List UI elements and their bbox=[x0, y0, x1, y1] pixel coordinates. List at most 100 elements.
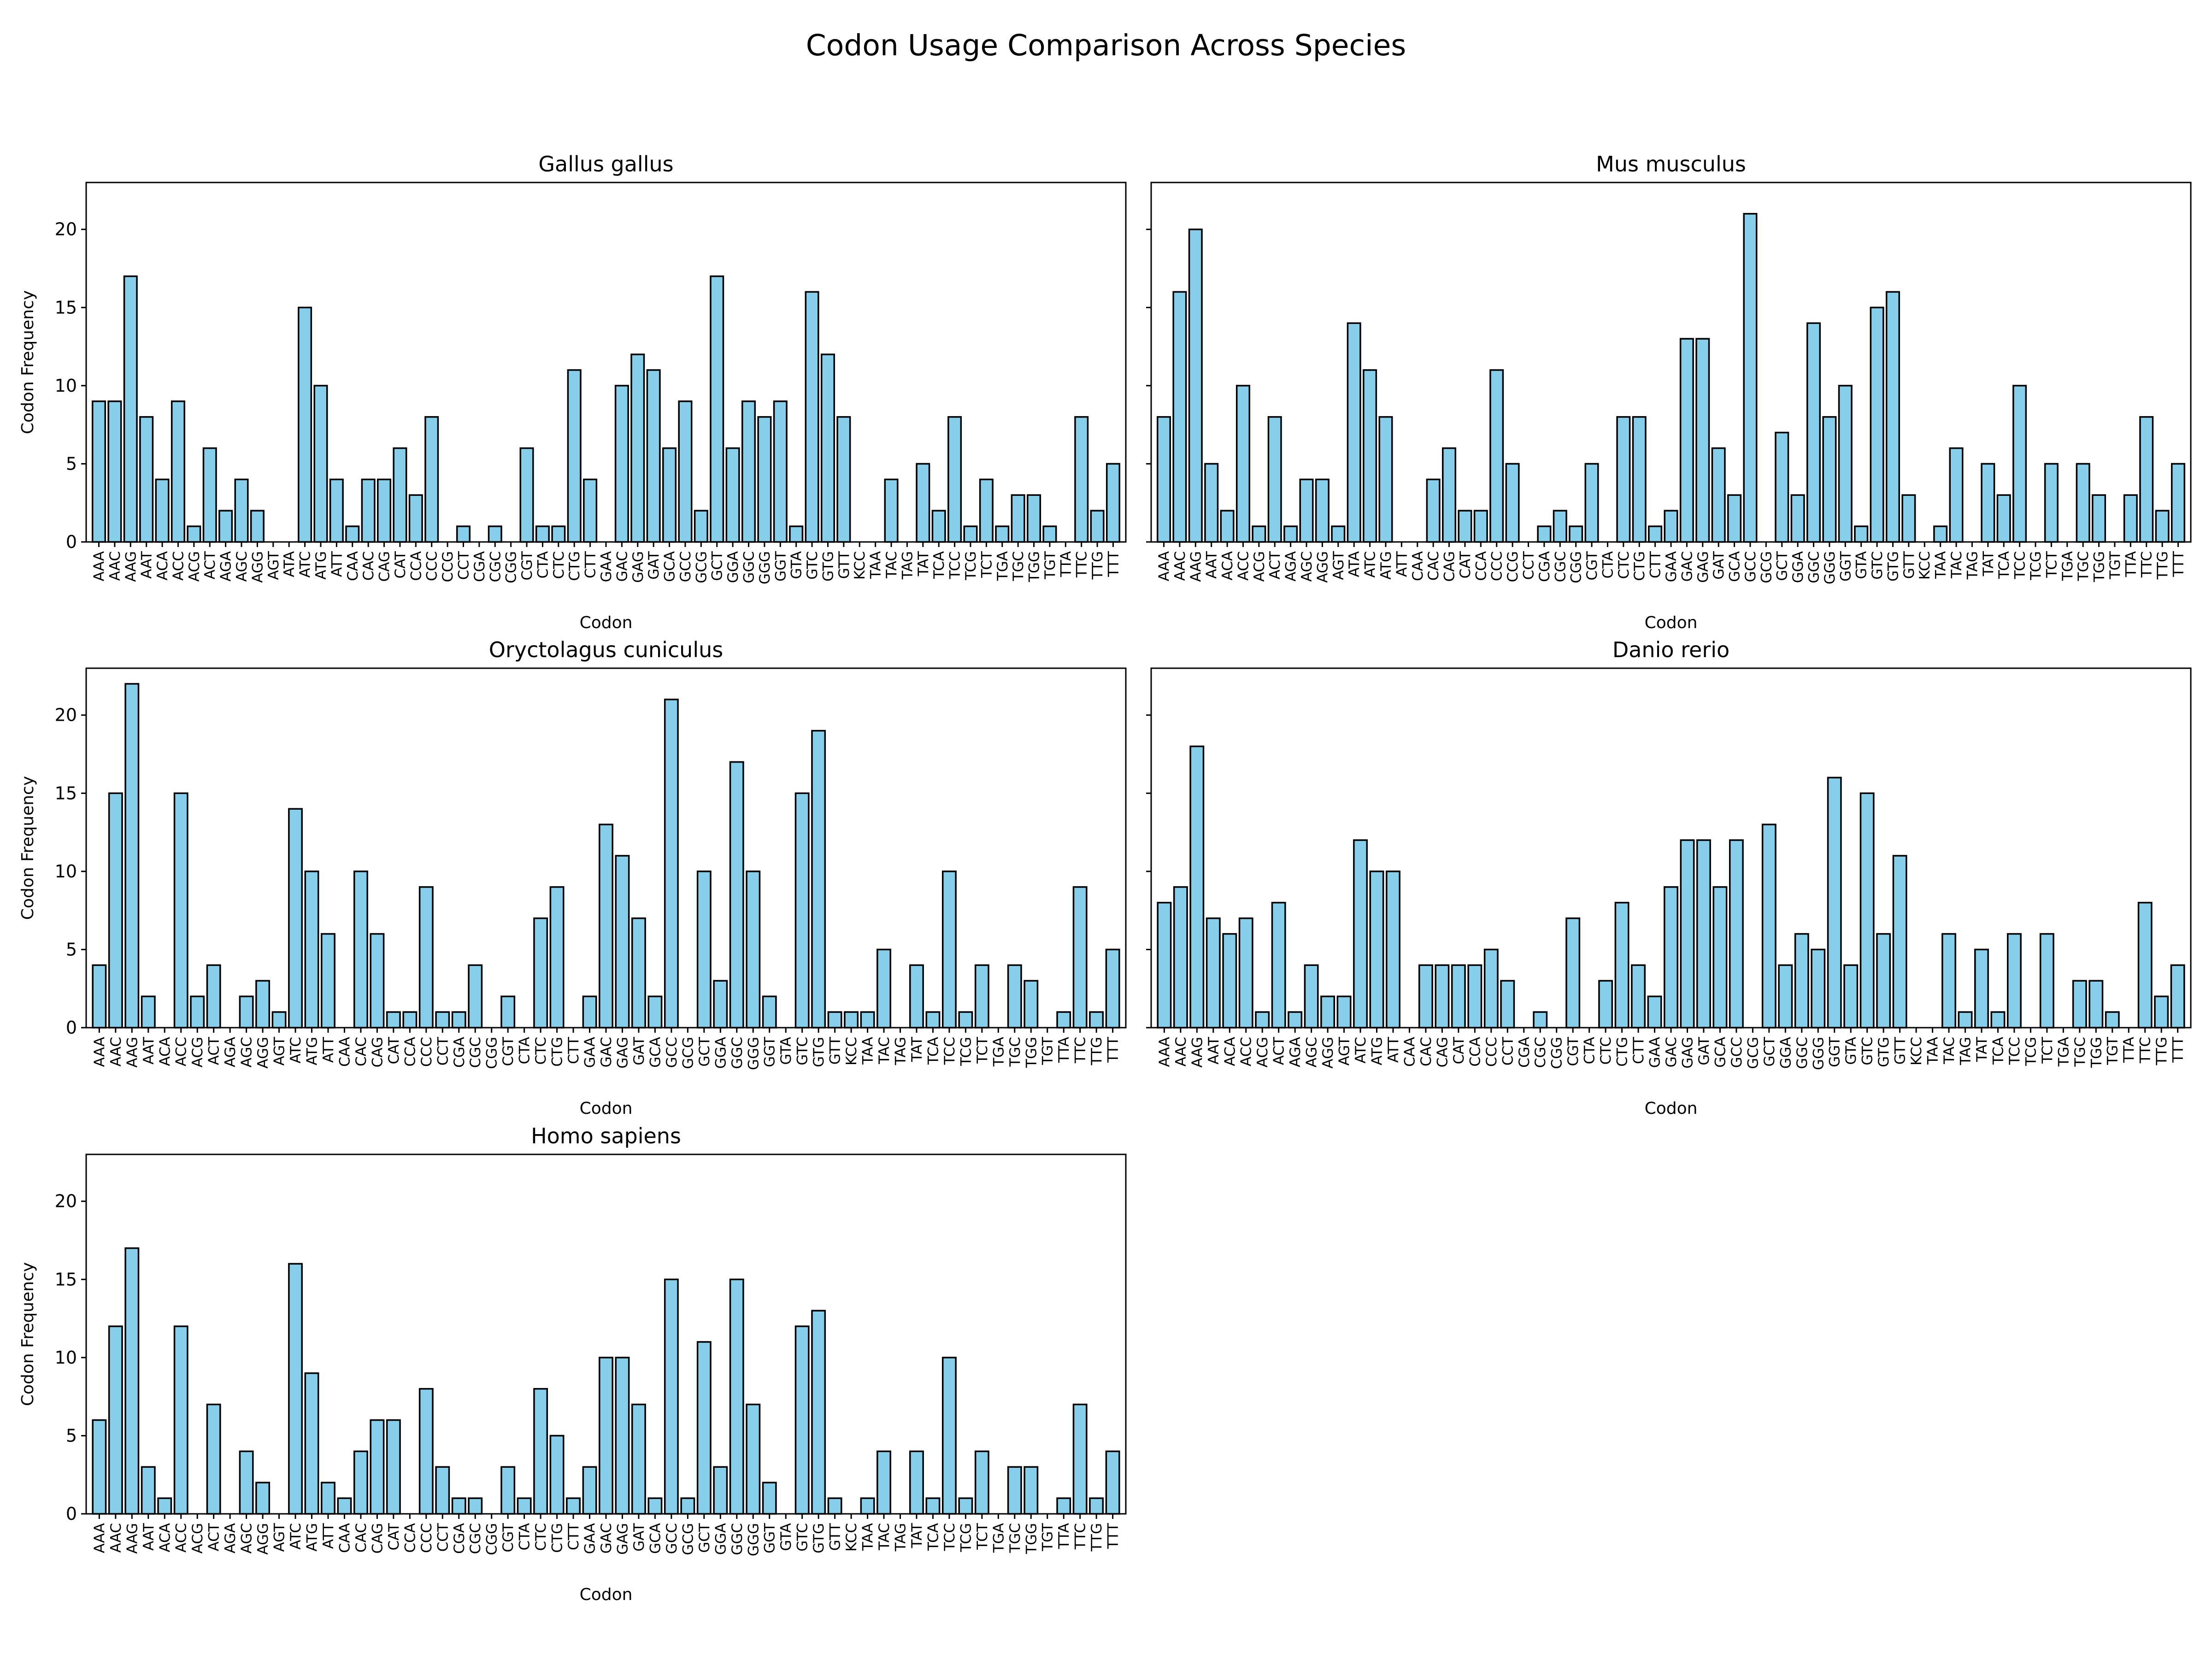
y-tick-label: 15 bbox=[55, 783, 77, 803]
x-tick-label: CCC bbox=[1483, 1037, 1500, 1067]
bar-TAC bbox=[884, 478, 899, 543]
x-tick-label: TAC bbox=[1941, 1037, 1958, 1065]
x-tick-label: ATC bbox=[288, 1523, 304, 1550]
x-tick-label: GAA bbox=[1663, 551, 1680, 582]
bar-GTC bbox=[794, 1325, 810, 1515]
bar-TTT bbox=[2170, 964, 2185, 1029]
x-tick-label: ATT bbox=[329, 551, 345, 577]
x-tick-label: TCT bbox=[978, 551, 995, 578]
x-tick-label: ATT bbox=[320, 1523, 337, 1549]
bar-CCG bbox=[1505, 463, 1520, 543]
bar-ACT bbox=[1271, 901, 1286, 1029]
bar-CCT bbox=[456, 525, 471, 543]
x-tick-label: TAG bbox=[899, 551, 916, 580]
x-tick-label: GCC bbox=[1742, 551, 1759, 582]
bar-TAC bbox=[877, 948, 891, 1029]
bar-CTC bbox=[533, 1388, 548, 1515]
bar-GTA bbox=[1843, 964, 1859, 1029]
bar-TAT bbox=[909, 1450, 924, 1515]
bar-GCT bbox=[710, 275, 724, 543]
x-tick-label: AGG bbox=[249, 551, 266, 583]
x-tick-label: AAC bbox=[108, 1037, 124, 1066]
x-tick-label: AGA bbox=[222, 1037, 239, 1067]
x-tick-label: TCA bbox=[931, 551, 947, 579]
bar-TGC bbox=[1011, 494, 1025, 543]
y-tick-label: 10 bbox=[55, 861, 77, 882]
bar-CAC bbox=[1426, 478, 1441, 543]
x-tick-label: TGT bbox=[1040, 1523, 1056, 1552]
bar-GAG bbox=[630, 353, 645, 543]
bar-AAT bbox=[141, 1466, 156, 1515]
x-tick-label: GTG bbox=[811, 1523, 827, 1553]
x-tick-label: CTC bbox=[533, 1523, 549, 1551]
bar-CGT bbox=[500, 995, 516, 1029]
x-tick-label: GTA bbox=[1853, 551, 1870, 579]
x-tick-label: TGC bbox=[2075, 551, 2092, 582]
bar-GGC bbox=[1806, 322, 1821, 543]
x-axis-label: Codon bbox=[580, 1099, 633, 1118]
x-tick-label: CGC bbox=[487, 551, 504, 582]
x-tick-label: GGT bbox=[772, 551, 789, 582]
x-tick-label: ACG bbox=[189, 1523, 206, 1553]
x-tick-label: CGT bbox=[1584, 551, 1600, 581]
x-tick-label: TTT bbox=[1105, 1036, 1122, 1063]
x-tick-label: TCC bbox=[947, 551, 964, 579]
x-tick-label: TCT bbox=[2043, 551, 2060, 578]
x-tick-label: GAT bbox=[646, 551, 662, 580]
x-tick-label: KCC bbox=[1917, 551, 1933, 580]
bar-TAA bbox=[1933, 525, 1948, 543]
x-tick-label: GTG bbox=[820, 551, 836, 582]
x-tick-label: GGA bbox=[712, 1523, 729, 1555]
bar-KCC bbox=[844, 1011, 859, 1029]
x-tick-label: ACC bbox=[173, 1523, 190, 1553]
bar-TGG bbox=[2092, 494, 2106, 543]
bar-AGA bbox=[218, 510, 233, 543]
x-tick-label: TCC bbox=[941, 1037, 958, 1065]
x-tick-label: TTG bbox=[1088, 1523, 1105, 1552]
x-tick-label: TTA bbox=[2121, 1037, 2137, 1063]
bar-GTT bbox=[827, 1011, 842, 1029]
x-tick-label: CTA bbox=[1600, 551, 1616, 578]
bar-GTG bbox=[811, 1310, 826, 1515]
x-tick-label: TGC bbox=[1007, 1037, 1024, 1067]
bar-CCA bbox=[402, 1011, 418, 1029]
bar-AAG bbox=[124, 1247, 140, 1515]
bar-GGA bbox=[713, 980, 728, 1029]
bar-TAA bbox=[860, 1011, 875, 1029]
x-tick-label: GAT bbox=[631, 1523, 647, 1552]
bar-GGG bbox=[746, 871, 761, 1029]
bar-GCC bbox=[664, 1278, 679, 1515]
subplot-title: Gallus gallus bbox=[538, 152, 673, 176]
bar-GTC bbox=[1859, 792, 1875, 1029]
bar-GCC bbox=[678, 400, 693, 543]
x-tick-label: GTA bbox=[778, 1523, 794, 1551]
x-tick-label: CAG bbox=[369, 1037, 386, 1067]
bar-CCC bbox=[418, 886, 434, 1029]
bar-TAC bbox=[1941, 933, 1956, 1029]
bar-GTG bbox=[1876, 933, 1891, 1029]
x-tick-label: CCT bbox=[455, 551, 472, 580]
bar-ATC bbox=[298, 306, 312, 543]
x-tick-label: ACG bbox=[1254, 1037, 1271, 1067]
x-tick-label: TTG bbox=[1088, 1037, 1105, 1065]
x-tick-label: GCG bbox=[1758, 551, 1775, 583]
bar-TTC bbox=[1072, 1403, 1088, 1515]
bar-TAT bbox=[1981, 463, 1995, 543]
x-tick-label: AAG bbox=[124, 1523, 141, 1554]
x-tick-label: AAT bbox=[141, 1523, 157, 1551]
x-tick-label: GCC bbox=[1729, 1037, 1745, 1068]
bar-GAT bbox=[1696, 839, 1711, 1029]
bar-GGA bbox=[1790, 494, 1805, 543]
bar-GCA bbox=[662, 447, 677, 543]
subplot-4: AAA AAC AAG AAT ACA ACC ACG ACT AGA AGC AGG AGT ATC A… bbox=[1146, 637, 2192, 1118]
x-tick-label: ATG bbox=[1369, 1037, 1386, 1065]
x-tick-label: GTC bbox=[1869, 551, 1886, 580]
bar-GAG bbox=[1680, 839, 1695, 1029]
bar-ACC bbox=[171, 400, 185, 543]
bar-AGC bbox=[234, 478, 249, 543]
x-tick-label: ACA bbox=[154, 551, 171, 581]
x-tick-label: TAT bbox=[1974, 1036, 1990, 1062]
bar-GTC bbox=[1870, 306, 1884, 543]
x-tick-label: ACC bbox=[170, 551, 187, 581]
y-tick-label: 10 bbox=[55, 376, 77, 396]
